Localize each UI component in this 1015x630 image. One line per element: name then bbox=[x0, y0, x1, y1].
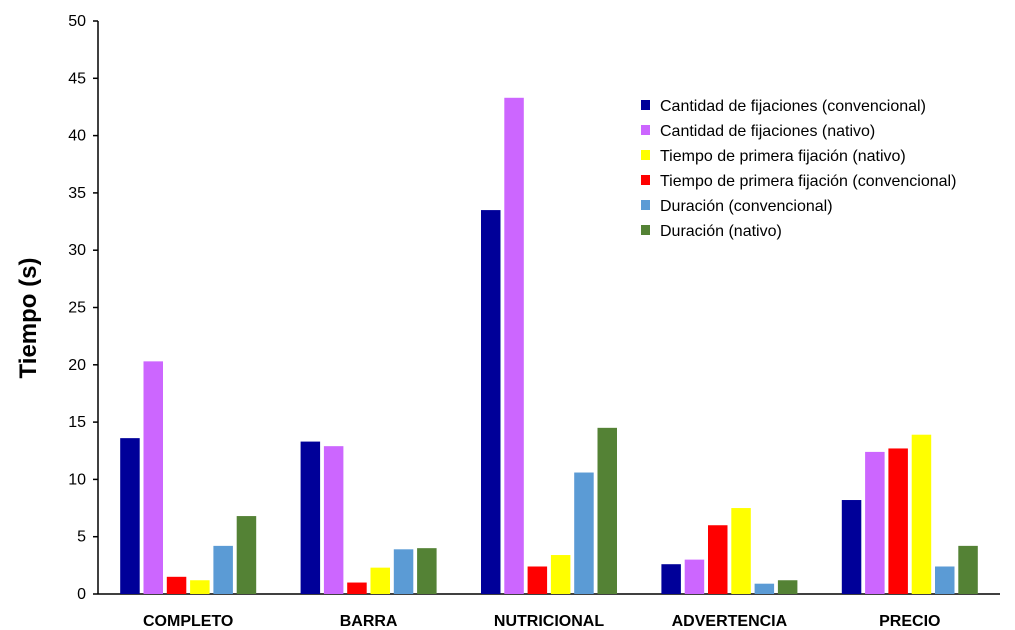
bar-advertencia-series-2 bbox=[731, 508, 751, 594]
bar-advertencia-series-1 bbox=[684, 559, 705, 594]
x-category-label: ADVERTENCIA bbox=[672, 613, 788, 630]
bar-barra-series-5 bbox=[417, 548, 437, 594]
bar-advertencia-series-3 bbox=[708, 525, 728, 594]
y-tick-label: 30 bbox=[68, 242, 86, 259]
y-axis-ticks: 0 5 10 15 20 25 30 35 40 45 50 bbox=[68, 13, 98, 603]
bar-advertencia-series-4 bbox=[754, 583, 775, 594]
bar-completo-series-3 bbox=[166, 576, 187, 594]
bar-precio-series-3 bbox=[888, 448, 908, 594]
y-tick-label: 40 bbox=[68, 128, 86, 145]
legend-swatch bbox=[641, 125, 650, 135]
legend-swatch bbox=[641, 175, 650, 185]
bar-completo-series-2 bbox=[190, 580, 210, 594]
legend-swatch bbox=[641, 100, 650, 110]
bars bbox=[120, 97, 978, 595]
bar-barra-series-1 bbox=[323, 446, 344, 594]
y-tick-label: 0 bbox=[77, 586, 86, 603]
y-tick-label: 25 bbox=[68, 300, 86, 317]
bar-precio-series-0 bbox=[841, 500, 862, 594]
y-tick-label: 10 bbox=[68, 471, 86, 488]
x-category-label: NUTRICIONAL bbox=[494, 613, 604, 630]
legend-label: Tiempo de primera fijación (nativo) bbox=[660, 148, 906, 165]
x-category-label: COMPLETO bbox=[143, 613, 233, 630]
legend-swatch bbox=[641, 150, 650, 160]
bar-completo-series-0 bbox=[120, 438, 140, 594]
x-axis-categories: COMPLETO BARRA NUTRICIONAL ADVERTENCIA PRECI… bbox=[143, 613, 940, 630]
legend-swatch bbox=[641, 200, 650, 210]
bar-nutricional-series-0 bbox=[481, 210, 501, 594]
bar-advertencia-series-5 bbox=[777, 580, 798, 594]
bar-precio-series-5 bbox=[958, 545, 978, 594]
y-tick-label: 35 bbox=[68, 185, 86, 202]
legend: Cantidad de fijaciones (convencional) Can… bbox=[641, 98, 956, 240]
bar-nutricional-series-5 bbox=[597, 427, 617, 594]
y-axis-label: Tiempo (s) bbox=[15, 258, 42, 379]
legend-label: Cantidad de fijaciones (nativo) bbox=[660, 123, 875, 140]
x-category-label: PRECIO bbox=[879, 613, 940, 630]
x-category-label: BARRA bbox=[340, 613, 398, 630]
legend-label: Duración (convencional) bbox=[660, 198, 833, 215]
bar-nutricional-series-2 bbox=[550, 555, 571, 594]
bar-precio-series-1 bbox=[865, 451, 885, 594]
bar-nutricional-series-3 bbox=[527, 566, 548, 594]
legend-label: Duración (nativo) bbox=[660, 223, 782, 240]
bar-barra-series-4 bbox=[393, 549, 414, 594]
y-tick-label: 20 bbox=[68, 357, 86, 374]
y-tick-label: 45 bbox=[68, 70, 86, 87]
bar-precio-series-2 bbox=[911, 434, 932, 594]
legend-label: Tiempo de primera fijación (convencional… bbox=[660, 173, 956, 190]
y-tick-label: 15 bbox=[68, 414, 86, 431]
bar-barra-series-2 bbox=[370, 567, 390, 594]
bar-barra-series-0 bbox=[300, 441, 321, 594]
bar-advertencia-series-0 bbox=[661, 564, 681, 594]
bar-precio-series-4 bbox=[935, 566, 955, 594]
bar-completo-series-5 bbox=[236, 516, 257, 594]
bar-barra-series-3 bbox=[347, 582, 367, 594]
bar-completo-series-4 bbox=[213, 545, 233, 594]
y-tick-label: 5 bbox=[77, 529, 86, 546]
legend-label: Cantidad de fijaciones (convencional) bbox=[660, 98, 926, 115]
bar-completo-series-1 bbox=[143, 361, 163, 594]
legend-swatch bbox=[641, 225, 650, 235]
bar-nutricional-series-4 bbox=[574, 472, 594, 594]
y-tick-label: 50 bbox=[68, 13, 86, 30]
bar-nutricional-series-1 bbox=[504, 97, 524, 595]
